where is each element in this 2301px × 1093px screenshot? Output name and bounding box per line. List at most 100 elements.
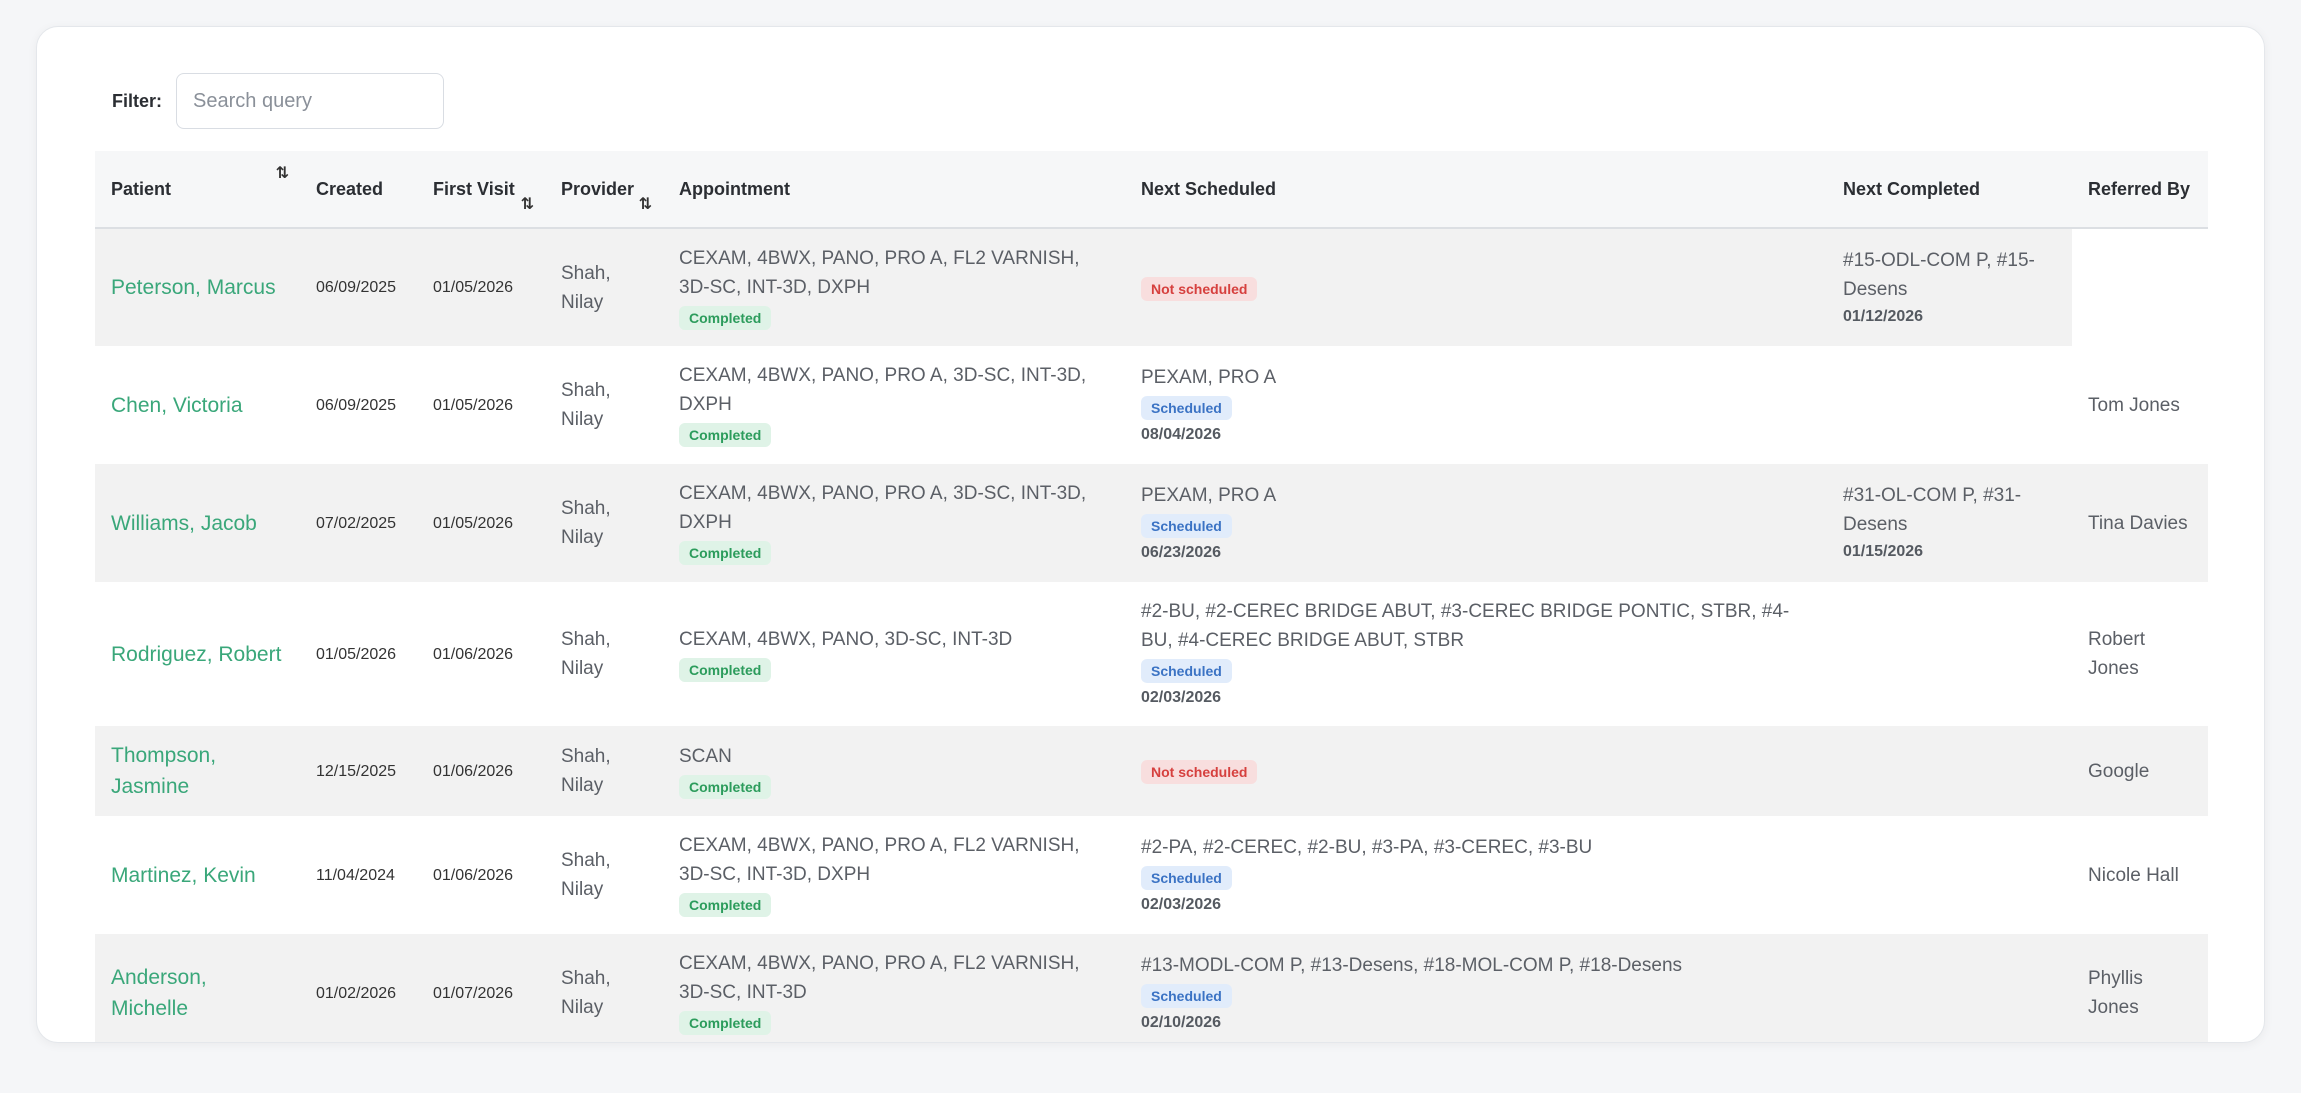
provider-cell: Shah, Nilay [561, 262, 611, 313]
sort-arrows-icon[interactable]: ⇅ [520, 194, 535, 213]
next-scheduled-status-badge: Scheduled [1141, 865, 1232, 890]
appointment-text: SCAN [679, 745, 732, 767]
next-scheduled-date: 02/10/2026 [1141, 1013, 1222, 1031]
appointment-status-badge: Completed [679, 774, 772, 799]
patient-link[interactable]: Rodriguez, Robert [111, 642, 282, 666]
patient-link[interactable]: Martinez, Kevin [111, 863, 256, 887]
patient-cell: Thompson, Jasmine [95, 726, 300, 816]
referred-by-cell: Tina Davies [2088, 512, 2188, 534]
column-header-patient[interactable]: Patient ⇅ [95, 151, 300, 229]
patient-cell: Martinez, Kevin [95, 816, 300, 934]
provider-cell: Shah, Nilay [561, 380, 611, 430]
next-scheduled-cell: #2-PA, #2-CEREC, #2-BU, #3-PA, #3-CEREC,… [1125, 816, 1827, 934]
next-completed-text: #31-OL-COM P, #31-Desens [1843, 485, 2022, 535]
next-scheduled-status-badge: Scheduled [1141, 659, 1232, 683]
next-scheduled-date: 02/03/2026 [1141, 895, 1222, 913]
next-completed-cell [1827, 934, 2072, 1042]
referred-by-cell: Google [2088, 760, 2150, 782]
next-completed-cell [1827, 726, 2072, 816]
patient-cell: Anderson, Michelle [95, 934, 300, 1042]
next-completed-text: #15-ODL-COM P, #15-Desens [1843, 249, 2035, 300]
next-scheduled-status-badge: Scheduled [1141, 513, 1232, 538]
appointment-status-badge: Completed [679, 893, 772, 917]
patient-link[interactable]: Williams, Jacob [111, 511, 257, 535]
column-header-label: Next Completed [1843, 178, 1981, 199]
appointment-status-badge: Completed [679, 1011, 772, 1035]
appointment-cell: CEXAM, 4BWX, PANO, PRO A, FL2 VARNISH, 3… [663, 934, 1125, 1042]
next-completed-cell: #15-ODL-COM P, #15-Desens 01/12/2026 [1827, 228, 2072, 346]
created-cell: 06/09/2025 [316, 279, 397, 296]
next-scheduled-status-badge: Not scheduled [1141, 276, 1258, 301]
filter-label: Filter: [112, 90, 163, 111]
column-header-label: Created [316, 178, 384, 199]
table-row: Chen, Victoria 06/09/2025 01/05/2026 Sha… [95, 346, 2208, 464]
appointment-status-badge: Completed [679, 541, 772, 565]
first-visit-cell: 01/05/2026 [433, 279, 514, 296]
patient-cell: Peterson, Marcus [95, 228, 300, 346]
first-visit-cell: 01/05/2026 [433, 514, 514, 532]
table-row: Thompson, Jasmine 12/15/2025 01/06/2026 … [95, 726, 2208, 816]
table-row: Anderson, Michelle 01/02/2026 01/07/2026… [95, 934, 2208, 1042]
patients-table: Patient ⇅ Created First Visit ⇅ Provider… [95, 151, 2208, 1042]
appointment-cell: CEXAM, 4BWX, PANO, 3D-SC, INT-3D Complet… [663, 582, 1125, 726]
search-input[interactable] [176, 73, 445, 129]
appointment-cell: SCAN Completed [663, 726, 1125, 816]
next-scheduled-cell: Not scheduled [1125, 228, 1827, 346]
sort-arrows-icon[interactable]: ⇅ [638, 194, 653, 213]
next-scheduled-text: #2-BU, #2-CEREC BRIDGE ABUT, #3-CEREC BR… [1141, 601, 1790, 651]
sort-arrows-icon[interactable]: ⇅ [275, 163, 290, 182]
created-cell: 01/02/2026 [316, 984, 397, 1002]
appointment-text: CEXAM, 4BWX, PANO, PRO A, 3D-SC, INT-3D,… [679, 365, 1087, 415]
first-visit-cell: 01/06/2026 [433, 645, 514, 663]
table-row: Peterson, Marcus 06/09/2025 01/05/2026 S… [95, 228, 2208, 346]
created-cell: 11/04/2024 [316, 866, 395, 884]
first-visit-cell: 01/06/2026 [433, 762, 514, 780]
next-scheduled-text: #2-PA, #2-CEREC, #2-BU, #3-PA, #3-CEREC,… [1141, 836, 1593, 858]
column-header-provider[interactable]: Provider ⇅ [545, 151, 663, 229]
first-visit-cell: 01/07/2026 [433, 984, 514, 1002]
table-body: Peterson, Marcus 06/09/2025 01/05/2026 S… [95, 228, 2208, 1042]
column-header-label: Referred By [2088, 178, 2191, 199]
column-header-next-completed: Next Completed [1827, 151, 2072, 229]
column-header-label: Appointment [679, 178, 790, 199]
appointment-status-badge: Completed [679, 657, 772, 682]
table-row: Martinez, Kevin 11/04/2024 01/06/2026 Sh… [95, 816, 2208, 934]
first-visit-cell: 01/05/2026 [433, 396, 514, 414]
patient-link[interactable]: Peterson, Marcus [111, 276, 276, 299]
referred-by-cell: Phyllis Jones [2088, 968, 2143, 1018]
appointment-cell: CEXAM, 4BWX, PANO, PRO A, 3D-SC, INT-3D,… [663, 464, 1125, 582]
patient-cell: Williams, Jacob [95, 464, 300, 582]
next-scheduled-cell: Not scheduled [1125, 726, 1827, 816]
column-header-next-scheduled: Next Scheduled [1125, 151, 1827, 229]
patient-link[interactable]: Anderson, Michelle [111, 966, 207, 1020]
next-completed-date: 01/12/2026 [1843, 307, 1924, 325]
created-cell: 01/05/2026 [316, 645, 397, 663]
appointment-cell: CEXAM, 4BWX, PANO, PRO A, 3D-SC, INT-3D,… [663, 346, 1125, 464]
next-scheduled-date: 08/04/2026 [1141, 425, 1222, 443]
appointment-status-badge: Completed [679, 423, 772, 447]
appointment-text: CEXAM, 4BWX, PANO, 3D-SC, INT-3D [679, 628, 1013, 650]
referred-by-cell: Tom Jones [2088, 394, 2180, 416]
patients-table-wrap: Patient ⇅ Created First Visit ⇅ Provider… [95, 151, 2208, 1042]
column-header-label: First Visit [433, 178, 515, 199]
provider-cell: Shah, Nilay [561, 968, 611, 1018]
table-header-row: Patient ⇅ Created First Visit ⇅ Provider… [95, 151, 2208, 229]
next-scheduled-status-badge: Scheduled [1141, 983, 1232, 1008]
next-scheduled-date: 06/23/2026 [1141, 543, 1222, 561]
patient-cell: Rodriguez, Robert [95, 582, 300, 726]
provider-cell: Shah, Nilay [561, 746, 611, 796]
next-scheduled-status-badge: Not scheduled [1141, 760, 1258, 784]
column-header-referred-by: Referred By [2072, 151, 2208, 229]
next-scheduled-text: PEXAM, PRO A [1141, 484, 1277, 506]
column-header-first-visit[interactable]: First Visit ⇅ [417, 151, 545, 229]
patient-link[interactable]: Chen, Victoria [111, 393, 243, 417]
appointment-cell: CEXAM, 4BWX, PANO, PRO A, FL2 VARNISH, 3… [663, 816, 1125, 934]
next-completed-cell [1827, 346, 2072, 464]
created-cell: 07/02/2025 [316, 514, 397, 532]
next-scheduled-cell: #2-BU, #2-CEREC BRIDGE ABUT, #3-CEREC BR… [1125, 582, 1827, 726]
column-header-label: Next Scheduled [1141, 178, 1277, 199]
next-scheduled-cell: PEXAM, PRO A Scheduled 08/04/2026 [1125, 346, 1827, 464]
patient-link[interactable]: Thompson, Jasmine [111, 744, 217, 798]
appointment-text: CEXAM, 4BWX, PANO, PRO A, 3D-SC, INT-3D,… [679, 483, 1087, 533]
created-cell: 06/09/2025 [316, 396, 397, 414]
